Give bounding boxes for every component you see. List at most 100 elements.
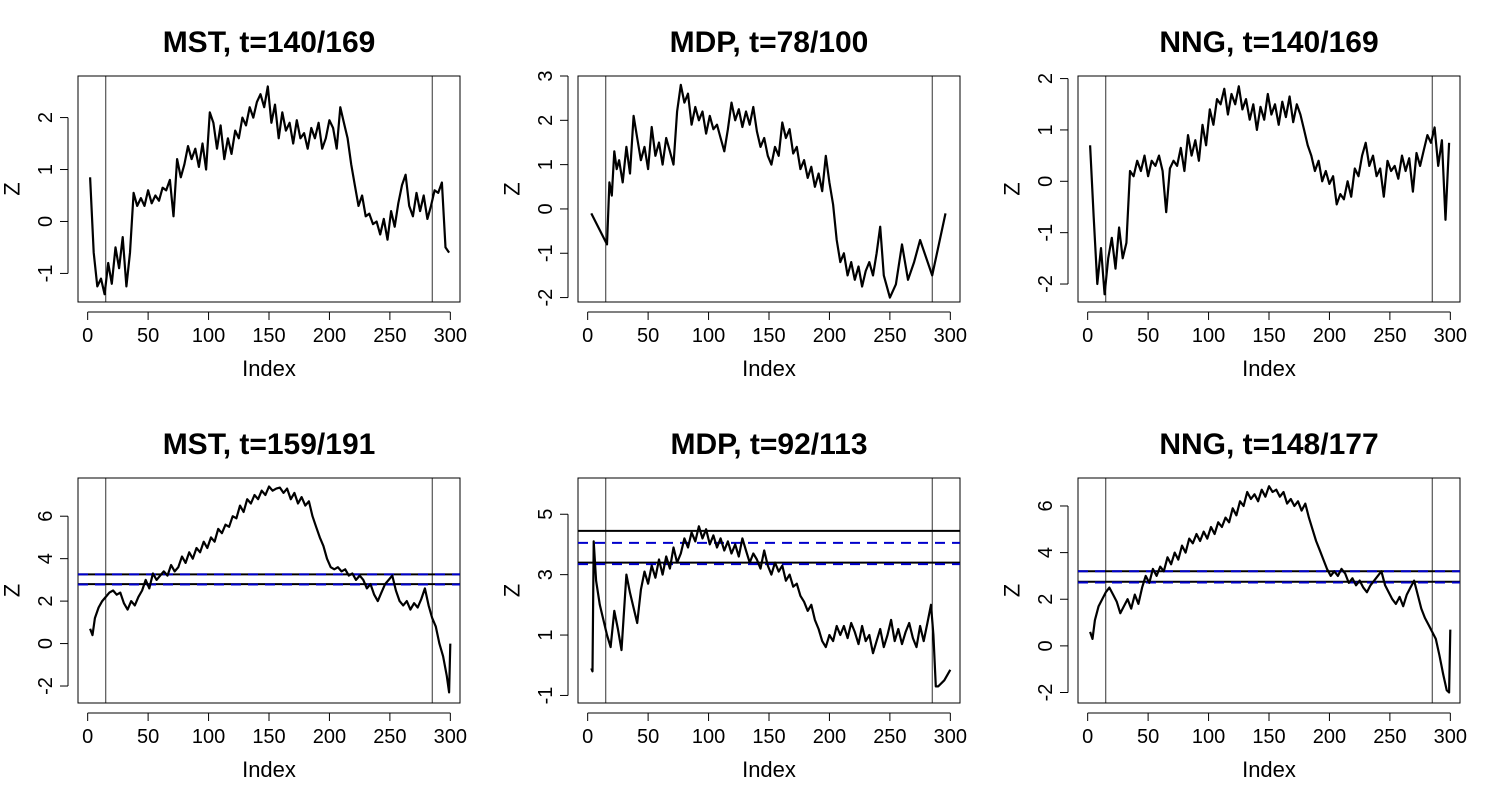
chart-title: MST, t=159/191 [163, 428, 376, 461]
y-tick-label: -2 [1035, 275, 1057, 293]
y-axis-label: Z [0, 182, 25, 195]
y-tick-label: 0 [35, 216, 57, 227]
panel-6: NNG, t=148/177 0 50 100 150 200 250 300 Index -2 0… [1000, 428, 1468, 782]
scan-statistic-line [590, 525, 952, 688]
y-tick-label: 3 [535, 569, 557, 580]
y-tick-label: -2 [35, 677, 57, 695]
x-tick-label: 0 [82, 325, 93, 347]
y-axis-label: Z [1000, 182, 1025, 195]
x-axis-label: Index [242, 757, 296, 782]
scan-statistic-line [590, 83, 947, 299]
y-tick-label: 1 [535, 629, 557, 640]
x-tick-label: 50 [637, 726, 659, 748]
x-tick-label: 250 [1373, 726, 1406, 748]
x-tick-label: 300 [934, 726, 967, 748]
x-tick-label: 0 [582, 726, 593, 748]
x-tick-label: 100 [1192, 325, 1225, 347]
y-tick-label: 0 [1035, 176, 1057, 187]
x-axis-label: Index [1242, 757, 1296, 782]
x-tick-label: 0 [1082, 726, 1093, 748]
chart-title: NNG, t=140/169 [1159, 26, 1378, 59]
scan-statistic-line [1089, 85, 1451, 296]
y-tick-label: 2 [535, 115, 557, 126]
x-tick-label: 50 [137, 325, 159, 347]
y-tick-label: 6 [35, 511, 57, 522]
y-axis-label: Z [500, 182, 525, 195]
y-tick-label: 6 [1035, 500, 1057, 511]
y-tick-label: 1 [1035, 124, 1057, 135]
x-tick-label: 150 [752, 325, 785, 347]
x-tick-label: 250 [873, 325, 906, 347]
x-tick-label: 250 [1373, 325, 1406, 347]
y-tick-label: 2 [1035, 73, 1057, 84]
plot-frame [1077, 75, 1461, 303]
y-tick-label: 5 [535, 509, 557, 520]
plot-frame [577, 477, 961, 704]
x-tick-label: 200 [1313, 726, 1346, 748]
x-tick-label: 150 [252, 325, 285, 347]
y-tick-label: 4 [35, 553, 57, 564]
y-tick-label: -1 [35, 265, 57, 283]
chart-title: MDP, t=78/100 [670, 26, 869, 59]
x-tick-label: 300 [934, 325, 967, 347]
x-tick-label: 300 [1434, 325, 1467, 347]
chart-title: NNG, t=148/177 [1159, 428, 1378, 461]
panel-3: NNG, t=140/169 0 50 100 150 200 250 300 Index -2 -… [1000, 26, 1468, 381]
x-tick-label: 200 [813, 726, 846, 748]
x-tick-label: 200 [813, 325, 846, 347]
scan-statistic-line [89, 85, 451, 296]
y-tick-label: 0 [35, 638, 57, 649]
y-tick-label: -1 [535, 687, 557, 705]
x-tick-label: 0 [1082, 325, 1093, 347]
y-tick-label: -2 [1035, 684, 1057, 702]
plot-frame [1077, 477, 1461, 704]
x-tick-label: 0 [82, 726, 93, 748]
y-tick-label: 2 [1035, 594, 1057, 605]
x-tick-label: 100 [692, 325, 725, 347]
x-tick-label: 200 [313, 325, 346, 347]
x-tick-label: 300 [434, 325, 467, 347]
y-tick-label: 2 [35, 596, 57, 607]
x-tick-label: 300 [1434, 726, 1467, 748]
plot-frame [77, 75, 461, 303]
x-axis-label: Index [1242, 356, 1296, 381]
x-tick-label: 50 [1137, 726, 1159, 748]
y-tick-label: 0 [535, 203, 557, 214]
plot-frame [77, 477, 461, 704]
x-tick-label: 200 [313, 726, 346, 748]
x-tick-label: 50 [1137, 325, 1159, 347]
y-tick-label: 1 [535, 159, 557, 170]
x-tick-label: 100 [192, 726, 225, 748]
y-axis-label: Z [1000, 584, 1025, 597]
panel-1: MST, t=140/169 0 50 100 150 200 250 300 Index -1 0… [0, 26, 467, 381]
y-axis-label: Z [500, 584, 525, 597]
x-tick-label: 150 [1252, 726, 1285, 748]
x-tick-label: 150 [1252, 325, 1285, 347]
x-tick-label: 100 [692, 726, 725, 748]
panel-4: MST, t=159/191 0 50 100 150 200 250 300 Index -2 0… [0, 428, 467, 782]
x-tick-label: 150 [252, 726, 285, 748]
y-tick-label: -1 [535, 244, 557, 262]
y-axis-label: Z [0, 584, 25, 597]
x-tick-label: 150 [752, 726, 785, 748]
x-tick-label: 300 [434, 726, 467, 748]
x-axis-label: Index [242, 356, 296, 381]
x-tick-label: 0 [582, 325, 593, 347]
x-tick-label: 100 [192, 325, 225, 347]
x-axis-label: Index [742, 356, 796, 381]
x-tick-label: 250 [873, 726, 906, 748]
scan-statistic-line [89, 485, 452, 694]
x-tick-label: 50 [637, 325, 659, 347]
panel-2: MDP, t=78/100 0 50 100 150 200 250 300 Index -2 -1… [500, 26, 968, 381]
x-axis-label: Index [742, 757, 796, 782]
y-tick-label: -2 [535, 289, 557, 307]
y-tick-label: 0 [1035, 640, 1057, 651]
x-tick-label: 50 [137, 726, 159, 748]
chart-title: MST, t=140/169 [163, 26, 376, 59]
chart-title: MDP, t=92/113 [670, 428, 867, 461]
scan-statistic-line [1089, 485, 1452, 694]
y-tick-label: 4 [1035, 547, 1057, 558]
y-tick-label: -1 [1035, 224, 1057, 242]
x-tick-label: 250 [373, 325, 406, 347]
